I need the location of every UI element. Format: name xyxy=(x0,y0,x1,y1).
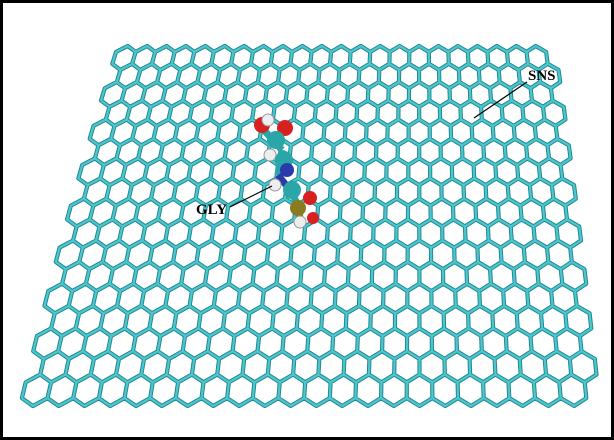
leader-line xyxy=(229,185,273,208)
atom xyxy=(263,148,277,162)
atom xyxy=(277,120,293,136)
atom xyxy=(307,212,319,224)
atom xyxy=(261,113,275,127)
label-gly: GLY xyxy=(196,202,227,218)
lattice xyxy=(20,44,598,408)
atom xyxy=(303,191,317,205)
atom xyxy=(293,215,307,229)
atom xyxy=(290,200,306,216)
atom xyxy=(268,178,282,192)
leader-line xyxy=(473,81,528,119)
label-sns: SNS xyxy=(528,68,556,84)
atom xyxy=(267,131,285,149)
molecule xyxy=(254,113,319,229)
atom xyxy=(283,181,301,199)
sheet xyxy=(19,43,599,409)
atom xyxy=(280,163,294,177)
